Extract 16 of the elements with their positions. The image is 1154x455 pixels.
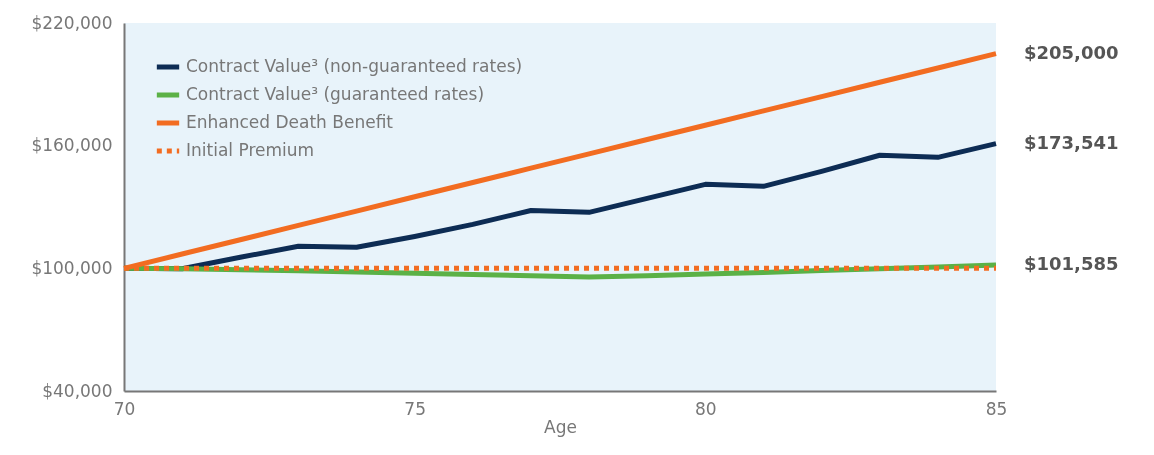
text: $173,541 xyxy=(1024,131,1119,153)
x-axis-title: Age xyxy=(544,416,577,437)
y-tick-label: $40,000 xyxy=(42,380,113,401)
x-tick-label: 85 xyxy=(985,398,1008,419)
x-tick-label: 70 xyxy=(113,398,136,419)
text: $101,585 xyxy=(1024,253,1119,275)
text: $205,000 xyxy=(1024,41,1119,63)
x-tick-label: 80 xyxy=(695,398,717,419)
y-tick-label: $160,000 xyxy=(31,135,113,156)
legend-label: Initial Premium xyxy=(186,140,315,160)
x-tick-label: 75 xyxy=(404,398,426,419)
y-tick-label: $220,000 xyxy=(31,12,113,33)
legend-label: Contract Value³ (non-guaranteed rates) xyxy=(186,56,523,76)
legend-label: Enhanced Death Benefit xyxy=(186,112,394,132)
y-tick-label: $100,000 xyxy=(31,257,113,278)
legend-label: Contract Value³ (guaranteed rates) xyxy=(186,84,485,104)
